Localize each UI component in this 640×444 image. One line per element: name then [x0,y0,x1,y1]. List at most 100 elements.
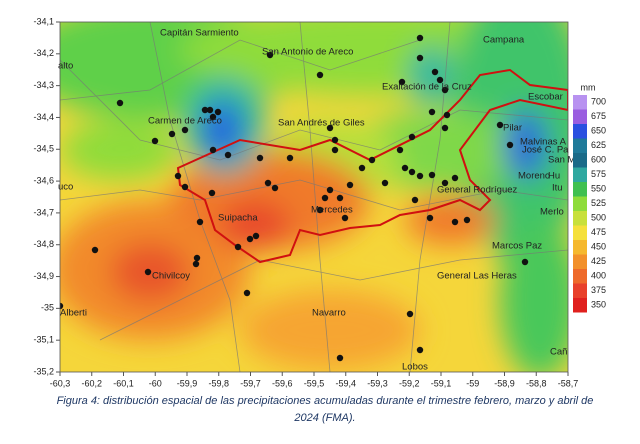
x-tick-label: -60,2 [81,378,102,388]
y-tick-label: -34,4 [33,112,54,122]
legend-swatch [573,240,587,255]
caption: Figura 4: distribución espacial de las p… [57,395,594,407]
legend-swatch [573,124,587,139]
legend-swatch [573,138,587,153]
legend-label: 575 [591,169,606,179]
place-label: Navarro [312,308,346,319]
station [271,184,279,192]
x-tick-label: -59,9 [177,378,198,388]
x-tick-label: -59,8 [208,378,229,388]
place-label: Campana [483,35,525,46]
station [266,51,274,59]
y-tick-label: -34,6 [33,175,54,185]
station [214,108,222,116]
legend-swatch [573,298,587,313]
station [463,216,471,224]
station [341,214,349,222]
legend-label: 500 [591,212,606,222]
station [406,310,414,318]
station [116,99,124,107]
place-label: Capitán Sarmiento [160,28,239,39]
legend-label: 475 [591,227,606,237]
x-tick-label: -59,4 [335,378,356,388]
station [416,346,424,354]
station [316,206,324,214]
y-tick-label: -34,5 [33,144,54,154]
legend-unit: mm [581,82,596,92]
station [521,258,529,266]
y-tick-label: -34,9 [33,271,54,281]
legend-swatch [573,196,587,211]
station [151,137,159,145]
station [144,268,152,276]
place-label: General Rodríguez [437,185,518,196]
station [358,164,366,172]
station [436,76,444,84]
y-tick-label: -34,1 [33,16,54,26]
station [316,71,324,79]
station [416,34,424,42]
station [426,214,434,222]
station [60,302,64,310]
place-label: Alberti [60,308,87,319]
station [246,235,254,243]
station [428,171,436,179]
station [192,260,200,268]
place-label: Cañ [550,347,567,358]
legend-swatch [573,269,587,284]
legend-swatch [573,109,587,124]
station [496,121,504,129]
place-label: Carmen de Areco [148,116,222,127]
station [234,243,242,251]
y-tick-label: -34,2 [33,48,54,58]
legend-label: 550 [591,183,606,193]
station [443,111,451,119]
legend-label: 650 [591,125,606,135]
x-tick-label: -58,7 [558,378,579,388]
x-tick-label: -58,9 [494,378,515,388]
legend-swatch [573,254,587,269]
legend-label: 400 [591,270,606,280]
legend-label: 700 [591,96,606,106]
station [428,108,436,116]
y-tick-label: -34,8 [33,239,54,249]
station [336,354,344,362]
place-label: Escobar [528,92,563,103]
station [91,246,99,254]
station [326,124,334,132]
place-label: José C. Pa [522,145,569,156]
x-tick-label: -59,3 [367,378,388,388]
place-label: Lobos [402,362,428,373]
station [441,124,449,132]
station [441,86,449,94]
x-tick-label: -59,2 [399,378,420,388]
station [174,172,182,180]
x-tick-label: -60,1 [113,378,134,388]
legend-label: 525 [591,198,606,208]
station [381,179,389,187]
legend-swatch [573,167,587,182]
place-label: alto [58,61,73,72]
legend-label: 450 [591,241,606,251]
station [411,196,419,204]
legend-label: 375 [591,285,606,295]
station [408,168,416,176]
station [346,181,354,189]
station [506,141,514,149]
station [451,218,459,226]
station [331,136,339,144]
station [331,146,339,154]
place-label: Malvinas A [520,137,567,148]
station [208,189,216,197]
legend-label: 675 [591,111,606,121]
station [243,289,251,297]
place-label: San Andrés de Giles [278,118,365,129]
station [206,106,214,114]
station [196,218,204,226]
station [224,151,232,159]
station [209,113,217,121]
station [368,156,376,164]
precipitation-field [60,22,568,372]
y-tick-label: -35 [41,303,54,313]
station [201,106,209,114]
